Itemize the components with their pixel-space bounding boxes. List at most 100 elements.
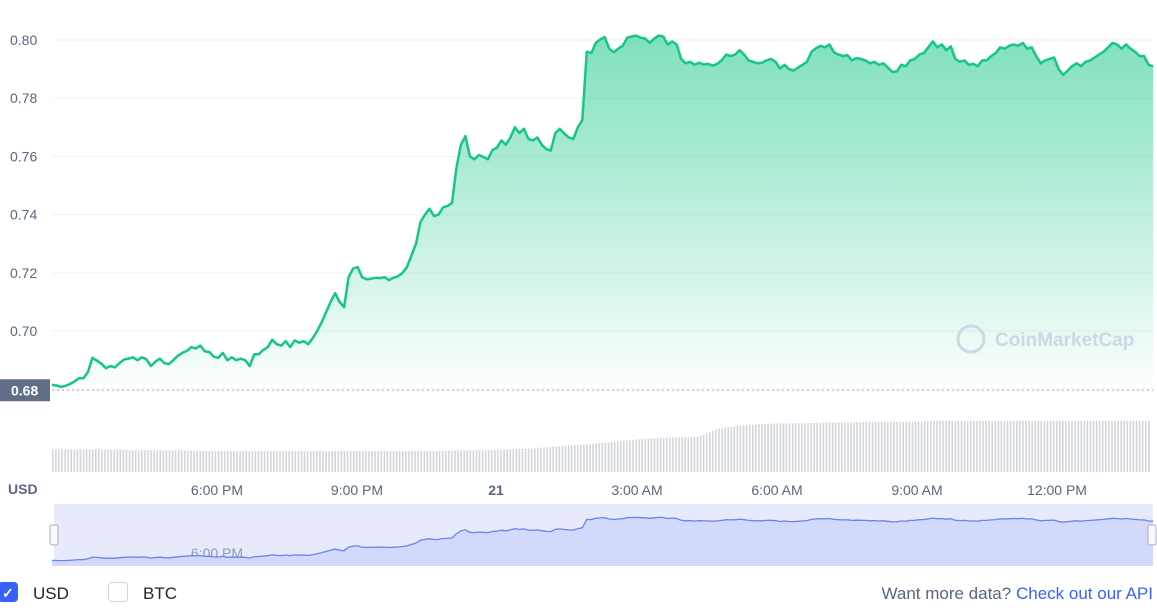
volume-bar xyxy=(638,439,640,472)
volume-bar xyxy=(104,449,106,472)
volume-bar xyxy=(380,451,383,472)
volume-bar xyxy=(411,451,413,472)
more-data-text: Want more data? xyxy=(881,584,1012,603)
volume-bar xyxy=(288,451,290,472)
volume-bar xyxy=(346,451,349,472)
btc-checkbox[interactable] xyxy=(108,582,128,602)
volume-bar xyxy=(555,446,558,472)
volume-bar xyxy=(1043,421,1046,472)
volume-bar xyxy=(773,423,775,472)
volume-bar xyxy=(577,445,579,472)
volume-bar xyxy=(270,451,272,472)
watermark-text: CoinMarketCap xyxy=(995,330,1134,351)
volume-bar xyxy=(678,437,680,472)
volume-bar xyxy=(865,421,868,472)
volume-bar xyxy=(174,450,177,473)
volume-bar xyxy=(681,437,683,472)
volume-bar xyxy=(1098,421,1101,472)
volume-bar xyxy=(165,450,168,473)
open-price-badge xyxy=(0,379,50,402)
y-axis: 0.80 0.78 0.76 0.74 0.72 0.70 0.68 xyxy=(10,32,37,397)
volume-bar xyxy=(736,425,739,472)
volume-bar xyxy=(549,447,551,472)
volume-bar xyxy=(300,451,303,472)
volume-bar xyxy=(52,449,54,472)
volume-bar xyxy=(1135,421,1138,472)
volume-bar xyxy=(435,451,438,472)
x-axis: USD 6:00 PM 9:00 PM 21 3:00 AM 6:00 AM 9:00 A… xyxy=(8,481,1087,498)
volume-bar xyxy=(362,451,364,472)
volume-bar xyxy=(856,422,858,472)
volume-bar xyxy=(355,451,358,472)
volume-bar xyxy=(177,450,180,473)
volume-bar xyxy=(273,451,275,472)
volume-bar xyxy=(583,444,585,472)
navigator-area xyxy=(52,517,1153,566)
volume-bar xyxy=(141,450,143,473)
volume-bar xyxy=(1006,421,1009,472)
volume-bar xyxy=(742,425,745,472)
volume-bar xyxy=(1000,421,1003,472)
volume-bar xyxy=(610,442,613,472)
volume-bar xyxy=(82,449,85,472)
volume-bar xyxy=(819,422,822,472)
volume-bar xyxy=(414,451,416,472)
api-link[interactable]: Check out our API xyxy=(1015,584,1153,603)
x-tick-label: 9:00 PM xyxy=(331,482,383,498)
volume-bar xyxy=(813,422,815,472)
navigator-right-handle[interactable] xyxy=(1147,524,1157,546)
volume-bar xyxy=(822,422,825,472)
volume-bar xyxy=(500,449,502,472)
volume-bar xyxy=(263,451,266,472)
navigator-left-handle[interactable] xyxy=(49,524,59,546)
volume-bar xyxy=(374,451,376,472)
volume-bar xyxy=(113,449,115,472)
volume-bar xyxy=(187,450,189,472)
volume-bar xyxy=(1074,421,1076,472)
volume-bar xyxy=(745,425,748,472)
volume-bar xyxy=(776,423,779,472)
volume-bar xyxy=(1123,421,1125,472)
volume-bar xyxy=(494,449,496,472)
btc-checkbox-label[interactable]: BTC xyxy=(143,584,177,603)
volume-bar xyxy=(730,426,733,472)
volume-bar xyxy=(942,421,944,472)
volume-bar xyxy=(101,449,103,472)
volume-bar xyxy=(349,451,352,472)
volume-bar xyxy=(828,422,831,472)
volume-bar xyxy=(712,430,714,472)
volume-bar xyxy=(398,451,401,472)
volume-bar xyxy=(236,451,238,472)
volume-bar xyxy=(402,451,404,472)
volume-bar xyxy=(844,422,846,472)
volume-bar xyxy=(457,450,459,472)
volume-bar xyxy=(721,428,723,472)
chart-footer: ✓ USD BTC Want more data? Check out our … xyxy=(0,578,1157,610)
volume-bar xyxy=(91,449,94,472)
volume-bar xyxy=(739,425,742,472)
usd-checkbox[interactable]: ✓ xyxy=(0,582,18,602)
volume-bar xyxy=(282,451,284,472)
volume-bar xyxy=(131,450,134,472)
volume-bar xyxy=(211,451,214,472)
volume-bar xyxy=(564,446,567,472)
volume-bar xyxy=(1049,421,1052,472)
volume-bar xyxy=(242,451,244,472)
currency-axis-label: USD xyxy=(8,481,38,497)
usd-checkbox-label[interactable]: USD xyxy=(33,584,69,603)
volume-bar xyxy=(1046,421,1049,472)
volume-bar xyxy=(150,450,152,473)
volume-bar xyxy=(573,445,576,472)
volume-bar xyxy=(460,450,462,473)
volume-bar xyxy=(377,451,379,472)
volume-bar xyxy=(147,450,149,473)
volume-bar xyxy=(171,450,174,473)
volume-bar xyxy=(936,421,938,472)
volume-bar xyxy=(785,423,788,473)
navigator-line xyxy=(51,516,1154,566)
volume-bar xyxy=(1034,421,1036,472)
volume-bar xyxy=(868,421,871,473)
volume-bar xyxy=(727,427,729,472)
